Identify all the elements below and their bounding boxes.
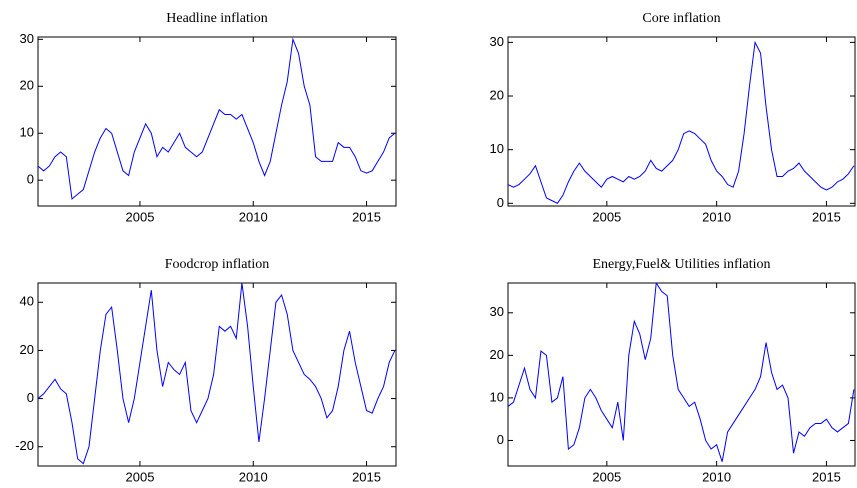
x-tick-label: 2015: [352, 209, 381, 224]
y-tick-label: 30: [490, 34, 504, 49]
subplot-title: Core inflation: [642, 11, 720, 26]
subplot: Core inflation 0 10 20 30 2005 2010 2015: [490, 11, 856, 224]
subplot: Energy,Fuel& Utilities inflation 0 10 20 30 2…: [490, 257, 856, 484]
x-tick-label: 2010: [239, 209, 268, 224]
x-tick-label: 2015: [812, 209, 841, 224]
axes-box: [37, 282, 397, 467]
subplot-title: Energy,Fuel& Utilities inflation: [592, 257, 770, 272]
x-tick-label: 2015: [352, 469, 381, 484]
y-tick-label: 10: [490, 141, 504, 156]
axes-box: [37, 36, 397, 207]
axes-box: [507, 282, 856, 467]
axes-box: [507, 36, 856, 207]
subplot-title: Headline inflation: [166, 11, 267, 26]
y-tick-label: 20: [20, 342, 34, 357]
y-tick-label: 0: [497, 195, 504, 210]
data-line: [508, 40, 855, 204]
x-tick-label: 2005: [592, 469, 621, 484]
y-tick-label: 0: [27, 172, 34, 187]
data-line: [38, 283, 396, 465]
y-tick-label: 30: [20, 31, 34, 46]
y-tick-label: 0: [27, 390, 34, 405]
y-tick-label: 40: [20, 294, 34, 309]
subplot: Headline inflation 0 10 20 30 2005 2010 2015: [20, 11, 397, 224]
y-tick-label: -20: [15, 438, 34, 453]
y-tick-label: 20: [20, 78, 34, 93]
y-tick-label: 10: [20, 125, 34, 140]
x-tick-label: 2010: [702, 469, 731, 484]
subplot: Foodcrop inflation -20 0 20 40 2005 2010 2015: [15, 257, 397, 484]
subplot-title: Foodcrop inflation: [165, 257, 270, 272]
x-tick-label: 2010: [239, 469, 268, 484]
data-line: [38, 37, 396, 200]
x-tick-label: 2005: [592, 209, 621, 224]
x-tick-label: 2005: [126, 469, 155, 484]
y-tick-label: 20: [490, 347, 504, 362]
x-tick-label: 2010: [702, 209, 731, 224]
y-tick-label: 0: [497, 432, 504, 447]
y-tick-label: 10: [490, 389, 504, 404]
data-line: [508, 283, 855, 462]
y-tick-label: 30: [490, 304, 504, 319]
x-tick-label: 2015: [812, 469, 841, 484]
x-tick-label: 2005: [126, 209, 155, 224]
y-tick-label: 20: [490, 87, 504, 102]
